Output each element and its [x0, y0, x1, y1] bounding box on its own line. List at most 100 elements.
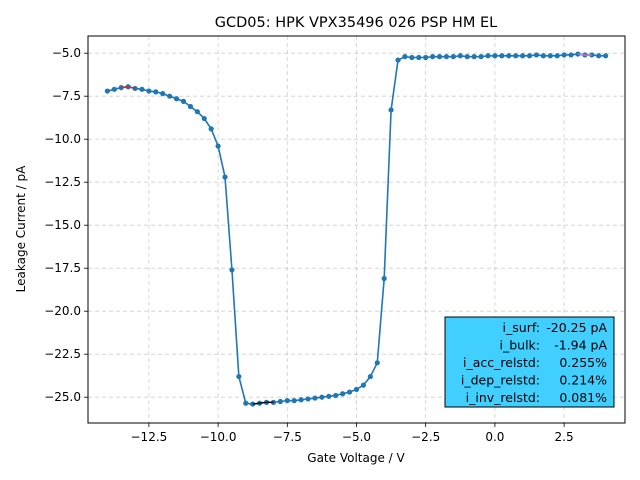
stat-value: 0.081% — [559, 390, 607, 405]
data-point — [173, 96, 180, 102]
data-point — [395, 57, 401, 63]
x-tick-label: −10.0 — [200, 430, 237, 444]
data-point — [326, 393, 332, 399]
x-tick-label: −7.5 — [273, 430, 302, 444]
stat-label: i_bulk: — [499, 338, 540, 353]
y-tick-label: −12.5 — [44, 175, 81, 189]
stat-label: i_inv_relstd: — [466, 390, 540, 405]
data-point — [554, 53, 560, 59]
data-point — [513, 53, 519, 59]
data-point — [194, 109, 200, 115]
data-point — [568, 52, 574, 58]
data-point — [367, 373, 373, 380]
plot-series — [104, 51, 609, 407]
data-point — [478, 54, 484, 60]
data-point — [436, 54, 443, 60]
x-axis-title: Gate Voltage / V — [307, 451, 405, 465]
data-point — [167, 93, 173, 99]
data-point — [277, 398, 283, 405]
x-tick-label: 2.5 — [555, 430, 574, 444]
data-point — [547, 53, 553, 59]
data-point — [402, 54, 408, 60]
stat-value: -20.25 pA — [546, 320, 607, 335]
data-point — [603, 53, 609, 59]
chart-title: GCD05: HPK VPX35496 026 PSP HM EL — [215, 15, 497, 31]
stat-label: i_surf: — [503, 320, 540, 335]
data-point — [215, 143, 221, 149]
data-point — [360, 382, 367, 388]
y-tick-label: −25.0 — [44, 390, 81, 404]
x-axis-ticks: −12.5 −10.0 −7.5 −5.0 −2.5 0.0 2.5 — [131, 423, 574, 444]
data-point — [333, 392, 339, 399]
data-point — [485, 53, 491, 59]
data-point — [409, 54, 415, 61]
data-point — [222, 174, 228, 180]
y-axis-ticks: −25.0 −22.5 −20.0 −17.5 −15.0 −12.5 −10.0 −7.5 −… — [44, 46, 88, 404]
data-point — [443, 54, 450, 60]
highlight-segments — [121, 53, 592, 405]
y-tick-label: −20.0 — [44, 304, 81, 318]
data-point — [208, 126, 214, 132]
data-point — [492, 53, 498, 59]
y-tick-label: −17.5 — [44, 261, 81, 275]
data-point — [104, 88, 110, 94]
y-tick-label: −22.5 — [44, 347, 81, 361]
data-point — [533, 52, 540, 58]
x-tick-label: 0.0 — [485, 430, 504, 444]
data-point — [381, 275, 387, 282]
data-point — [499, 53, 505, 59]
stat-value: 0.255% — [559, 355, 607, 370]
data-point — [111, 86, 117, 92]
data-point — [250, 401, 256, 407]
y-tick-label: −5.0 — [52, 46, 81, 60]
data-point — [353, 386, 360, 393]
data-point — [450, 54, 456, 60]
data-point — [153, 89, 159, 95]
stat-label: i_dep_relstd: — [461, 373, 540, 388]
data-point — [236, 373, 242, 380]
data-point — [118, 85, 124, 91]
data-point — [291, 398, 297, 404]
data-point — [540, 53, 546, 59]
data-point — [312, 395, 318, 401]
data-point — [526, 53, 533, 59]
y-tick-label: −10.0 — [44, 132, 81, 146]
data-point — [589, 52, 595, 58]
stats-box-background — [444, 316, 615, 408]
data-point — [243, 400, 249, 406]
data-point — [430, 54, 436, 60]
data-point — [506, 53, 512, 59]
data-point — [187, 103, 194, 110]
data-point — [201, 115, 207, 122]
data-point — [305, 396, 311, 402]
highlight-segment — [121, 86, 136, 90]
stat-value: -1.94 pA — [554, 338, 607, 353]
data-point — [284, 398, 290, 404]
data-point — [346, 389, 353, 395]
y-tick-label: −7.5 — [52, 89, 81, 103]
highlight-segment — [577, 53, 592, 56]
highlight-segment — [252, 401, 274, 405]
data-point — [464, 54, 470, 60]
data-point — [298, 397, 304, 403]
data-point — [139, 86, 145, 92]
data-point — [146, 88, 152, 94]
y-tick-label: −15.0 — [44, 218, 81, 232]
data-point — [340, 391, 346, 397]
stats-box: i_surf: -20.25 pA i_bulk: -1.94 pA i_acc_rel… — [444, 316, 615, 408]
data-point — [229, 267, 235, 273]
x-tick-label: −5.0 — [342, 430, 371, 444]
x-tick-label: −2.5 — [411, 430, 440, 444]
data-point — [561, 52, 567, 58]
data-point — [423, 54, 429, 61]
data-point — [374, 360, 380, 366]
data-point — [319, 394, 325, 400]
data-point — [180, 98, 187, 104]
x-tick-label: −12.5 — [131, 430, 168, 444]
y-axis-title: Leakage Current / pA — [14, 165, 28, 292]
data-point — [160, 91, 166, 97]
data-point — [416, 54, 422, 61]
data-point — [596, 53, 602, 59]
data-point — [388, 107, 394, 113]
